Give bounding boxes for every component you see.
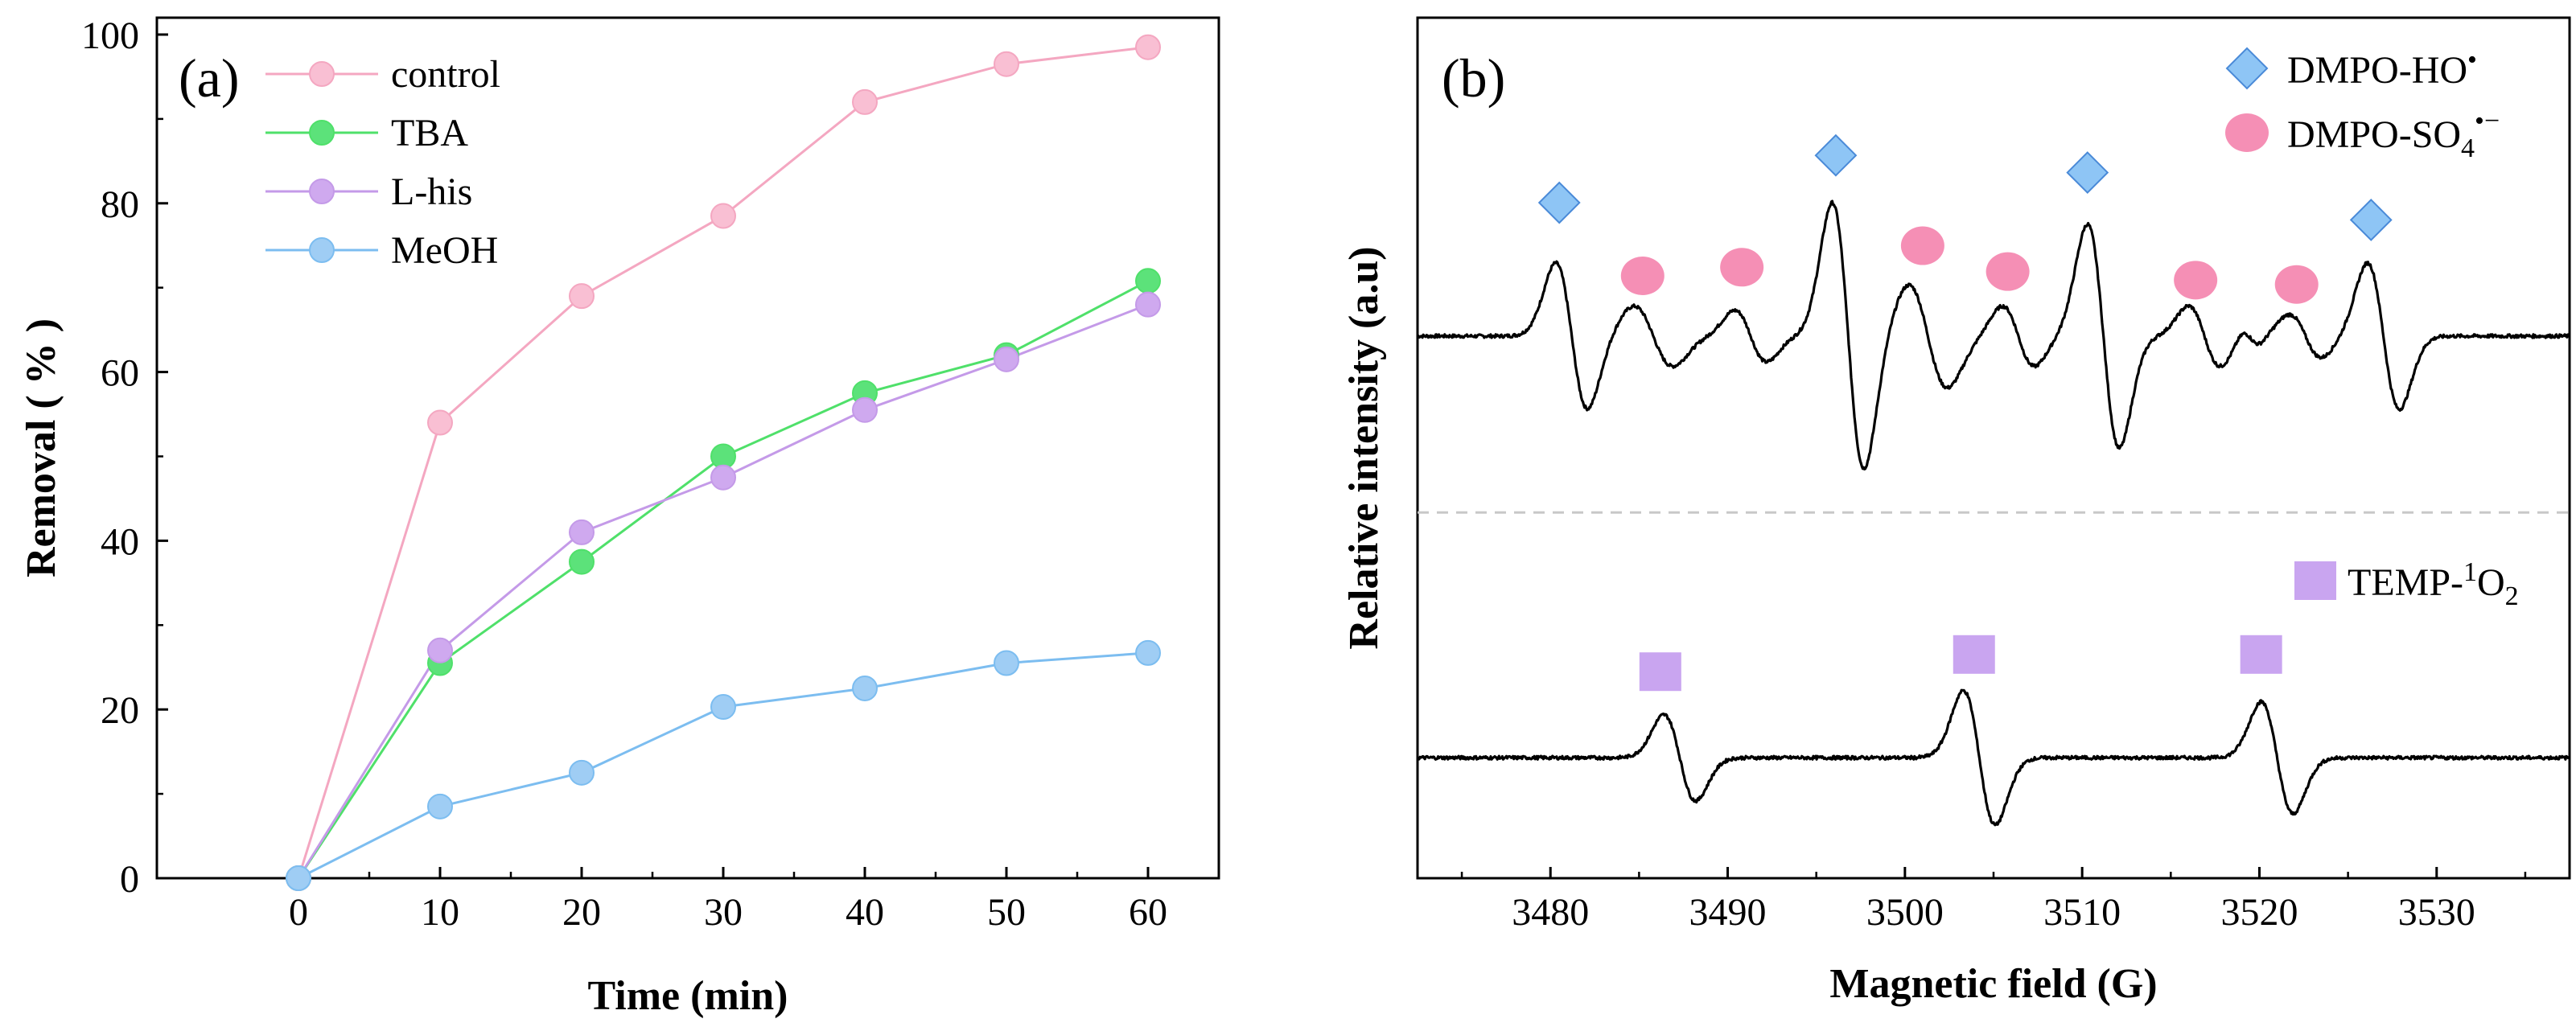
legend-label-meoh: MeOH bbox=[391, 229, 498, 272]
spectrum-temp bbox=[1418, 688, 2570, 827]
data-point-tba bbox=[1135, 268, 1161, 294]
circle-marker bbox=[1620, 257, 1665, 295]
circle-marker bbox=[1985, 252, 2030, 291]
legend-marker-meoh bbox=[309, 237, 335, 263]
square-marker bbox=[2240, 635, 2282, 674]
data-point-tba bbox=[569, 548, 595, 575]
legend-circle-marker bbox=[2225, 113, 2269, 152]
y-tick-label-a: 60 bbox=[101, 352, 139, 395]
series-points-a bbox=[286, 34, 1161, 891]
panel-label-b: (b) bbox=[1442, 47, 1505, 109]
square-marker bbox=[1953, 635, 1995, 674]
x-tick-label-b: 3480 bbox=[1512, 891, 1589, 934]
panel-b: 3480 3490 3500 3510 3520 3530 DMPO-HO• DMPO-SO… bbox=[1341, 16, 2571, 1007]
diamond-marker bbox=[1537, 181, 1581, 224]
data-point-meoh bbox=[852, 675, 878, 701]
x-axis-title-a: Time (min) bbox=[588, 973, 788, 1019]
data-point-control bbox=[427, 409, 453, 436]
x-tick-label-a: 30 bbox=[704, 891, 743, 934]
circle-marker bbox=[2174, 261, 2218, 300]
x-tick-label-b: 3500 bbox=[1866, 891, 1944, 934]
x-tick-label-a: 60 bbox=[1129, 891, 1167, 934]
x-tick-label-a: 20 bbox=[562, 891, 601, 934]
circle-marker bbox=[1720, 248, 1764, 287]
data-point-control bbox=[710, 203, 736, 229]
x-axis-title-b: Magnetic field (G) bbox=[1829, 961, 2157, 1007]
series-line-tba bbox=[297, 279, 1149, 879]
series-line-l-his bbox=[297, 303, 1149, 879]
legend-a: control TBA L-his MeOH bbox=[265, 53, 500, 272]
data-point-meoh bbox=[710, 694, 736, 721]
diamond-marker bbox=[1814, 133, 1858, 177]
x-tick-label-b: 3520 bbox=[2220, 891, 2298, 934]
data-point-meoh bbox=[994, 650, 1019, 676]
data-point-l-his bbox=[994, 346, 1019, 372]
y-axis-title-b: Relative intensity (a.u) bbox=[1341, 246, 1387, 649]
data-point-control bbox=[1135, 34, 1161, 60]
data-point-control bbox=[994, 51, 1019, 77]
data-point-l-his bbox=[1135, 291, 1161, 318]
legend-marker-control bbox=[309, 61, 335, 87]
y-tick-label-a: 20 bbox=[101, 689, 139, 732]
y-tick-label-a: 0 bbox=[120, 858, 139, 901]
plot-frame-a bbox=[155, 16, 1220, 880]
y-axis-title-a: Removal ( % ) bbox=[19, 318, 64, 577]
data-point-meoh bbox=[286, 865, 311, 891]
x-tick-label-b: 3510 bbox=[2043, 891, 2121, 934]
square-marker bbox=[1639, 652, 1681, 692]
data-point-l-his bbox=[852, 396, 878, 423]
x-tick-label-a: 0 bbox=[289, 891, 308, 934]
legend-diamond-marker bbox=[2225, 47, 2269, 90]
peak-markers bbox=[1537, 133, 2393, 692]
panel-label-a: (a) bbox=[179, 47, 239, 109]
x-tick-label-a: 10 bbox=[421, 891, 459, 934]
legend-label-dmpo-ho: DMPO-HO• bbox=[2287, 45, 2477, 92]
legend-b: DMPO-HO• DMPO-SO4•− TEMP-1O2 bbox=[2225, 45, 2519, 611]
legend-marker-l-his bbox=[309, 179, 335, 204]
data-point-l-his bbox=[427, 637, 453, 663]
data-point-control bbox=[569, 283, 595, 310]
legend-marker-tba bbox=[309, 120, 335, 146]
x-tick-label-a: 40 bbox=[846, 891, 884, 934]
legend-label-tba: TBA bbox=[391, 112, 468, 154]
legend-label-dmpo-so4: DMPO-SO4•− bbox=[2287, 106, 2500, 163]
x-tick-label-a: 50 bbox=[987, 891, 1026, 934]
diamond-marker bbox=[2066, 151, 2109, 195]
data-point-meoh bbox=[1135, 639, 1161, 666]
axis-ticks-b: 3480 3490 3500 3510 3520 3530 bbox=[1460, 867, 2527, 934]
circle-marker bbox=[2274, 265, 2319, 304]
data-point-l-his bbox=[569, 519, 595, 545]
y-tick-label-a: 80 bbox=[101, 183, 139, 226]
y-tick-label-a: 100 bbox=[81, 14, 139, 57]
data-point-control bbox=[852, 88, 878, 115]
axis-ticks-a: 0 10 20 30 40 50 60 0 20 40 60 80 100 bbox=[81, 14, 1167, 934]
legend-label-control: control bbox=[391, 53, 500, 96]
legend-square-marker bbox=[2294, 561, 2336, 600]
panel-a: 0 10 20 30 40 50 60 0 20 40 60 80 100 control TBA L-hi… bbox=[19, 14, 1220, 1019]
circle-marker bbox=[1900, 226, 1944, 265]
diamond-marker bbox=[2349, 199, 2393, 241]
y-tick-label-a: 40 bbox=[101, 520, 139, 563]
x-tick-label-b: 3530 bbox=[2398, 891, 2475, 934]
data-point-meoh bbox=[427, 793, 453, 819]
legend-label-temp-1o2: TEMP-1O2 bbox=[2348, 557, 2519, 611]
data-point-meoh bbox=[569, 759, 595, 786]
data-point-l-his bbox=[710, 464, 736, 491]
spectrum-dmpo bbox=[1418, 199, 2570, 470]
spectra-curves bbox=[1418, 199, 2570, 827]
x-tick-label-b: 3490 bbox=[1689, 891, 1767, 934]
legend-label-l-his: L-his bbox=[391, 170, 472, 213]
